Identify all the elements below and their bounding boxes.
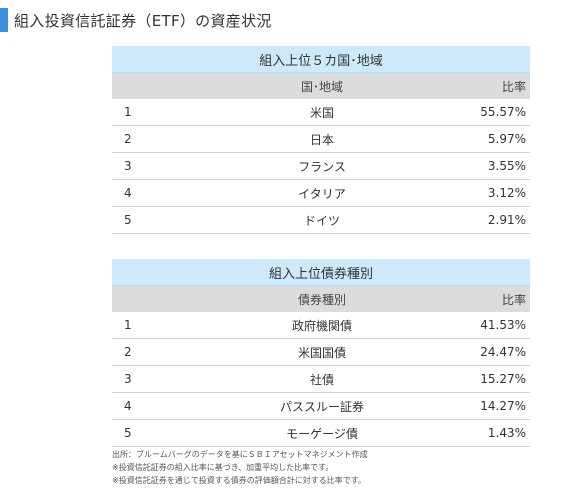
table-header-row: 国･地域 比率 bbox=[112, 72, 530, 99]
footnotes: 出所：ブルームバーグのデータを基にＳＢＩアセットマネジメント作成 ※投資信託証券… bbox=[112, 448, 368, 487]
footnote: ※投資信託証券を通じて投資する債券の評価額合計に対する比率です。 bbox=[112, 476, 366, 485]
countries-rows: 1 米国 55.57% 2 日本 5.97% 3 フランス 3.55% 4 イタ… bbox=[112, 99, 530, 234]
table-row: 4 パススルー証券 14.27% bbox=[112, 392, 530, 420]
bond-type-cell: 政府機関債 bbox=[232, 312, 412, 339]
rank-cell: 5 bbox=[112, 419, 232, 447]
rank-cell: 3 bbox=[112, 365, 232, 393]
bond-type-cell: 社債 bbox=[232, 365, 412, 393]
bond-type-header: 債券種別 bbox=[232, 285, 412, 312]
table-row: 4 イタリア 3.12% bbox=[112, 179, 530, 207]
country-header: 国･地域 bbox=[232, 72, 412, 99]
bond-types-table: 組入上位債券種別 債券種別 比率 1 政府機関債 41.53% 2 米国国債 2… bbox=[112, 259, 530, 447]
rank-cell: 4 bbox=[112, 179, 232, 207]
section-heading: 組入投資信託証券（ETF）の資産状況 bbox=[0, 8, 584, 32]
rank-cell: 2 bbox=[112, 125, 232, 153]
table-row: 5 ドイツ 2.91% bbox=[112, 206, 530, 234]
table-row: 2 米国国債 24.47% bbox=[112, 338, 530, 366]
country-cell: フランス bbox=[232, 152, 412, 180]
table-row: 2 日本 5.97% bbox=[112, 125, 530, 153]
rank-cell: 2 bbox=[112, 338, 232, 366]
bond-type-cell: 米国国債 bbox=[232, 338, 412, 366]
table-row: 1 政府機関債 41.53% bbox=[112, 312, 530, 339]
ratio-cell: 14.27% bbox=[412, 392, 530, 420]
bond-types-caption: 組入上位債券種別 bbox=[112, 259, 530, 286]
country-cell: 日本 bbox=[232, 125, 412, 153]
rank-cell: 3 bbox=[112, 152, 232, 180]
table-row: 3 社債 15.27% bbox=[112, 365, 530, 393]
bond-type-cell: パススルー証券 bbox=[232, 392, 412, 420]
table-row: 1 米国 55.57% bbox=[112, 99, 530, 126]
rank-header bbox=[112, 72, 232, 99]
heading-accent-bar bbox=[0, 8, 8, 32]
page-title: 組入投資信託証券（ETF）の資産状況 bbox=[14, 11, 272, 30]
rank-cell: 1 bbox=[112, 312, 232, 339]
ratio-cell: 41.53% bbox=[412, 312, 530, 339]
country-cell: ドイツ bbox=[232, 206, 412, 234]
ratio-cell: 24.47% bbox=[412, 338, 530, 366]
rank-header bbox=[112, 285, 232, 312]
rank-cell: 5 bbox=[112, 206, 232, 234]
table-row: 3 フランス 3.55% bbox=[112, 152, 530, 180]
ratio-cell: 55.57% bbox=[412, 99, 530, 126]
ratio-header: 比率 bbox=[412, 72, 530, 99]
country-cell: 米国 bbox=[232, 99, 412, 126]
countries-table: 組入上位５カ国･地域 国･地域 比率 1 米国 55.57% 2 日本 5.97… bbox=[112, 46, 530, 234]
countries-caption: 組入上位５カ国･地域 bbox=[112, 46, 530, 73]
bond-types-rows: 1 政府機関債 41.53% 2 米国国債 24.47% 3 社債 15.27%… bbox=[112, 312, 530, 447]
bond-type-cell: モーゲージ債 bbox=[232, 419, 412, 447]
ratio-cell: 3.12% bbox=[412, 179, 530, 207]
ratio-cell: 1.43% bbox=[412, 419, 530, 447]
table-row: 5 モーゲージ債 1.43% bbox=[112, 419, 530, 447]
source-note: 出所：ブルームバーグのデータを基にＳＢＩアセットマネジメント作成 bbox=[112, 450, 368, 459]
footnote: ※投資信託証券の組入比率に基づき、加重平均した比率です。 bbox=[112, 463, 334, 472]
rank-cell: 4 bbox=[112, 392, 232, 420]
country-cell: イタリア bbox=[232, 179, 412, 207]
table-header-row: 債券種別 比率 bbox=[112, 285, 530, 312]
rank-cell: 1 bbox=[112, 99, 232, 126]
ratio-cell: 15.27% bbox=[412, 365, 530, 393]
ratio-cell: 5.97% bbox=[412, 125, 530, 153]
table-caption-row: 組入上位債券種別 bbox=[112, 259, 530, 286]
ratio-cell: 2.91% bbox=[412, 206, 530, 234]
ratio-header: 比率 bbox=[412, 285, 530, 312]
table-caption-row: 組入上位５カ国･地域 bbox=[112, 46, 530, 73]
ratio-cell: 3.55% bbox=[412, 152, 530, 180]
